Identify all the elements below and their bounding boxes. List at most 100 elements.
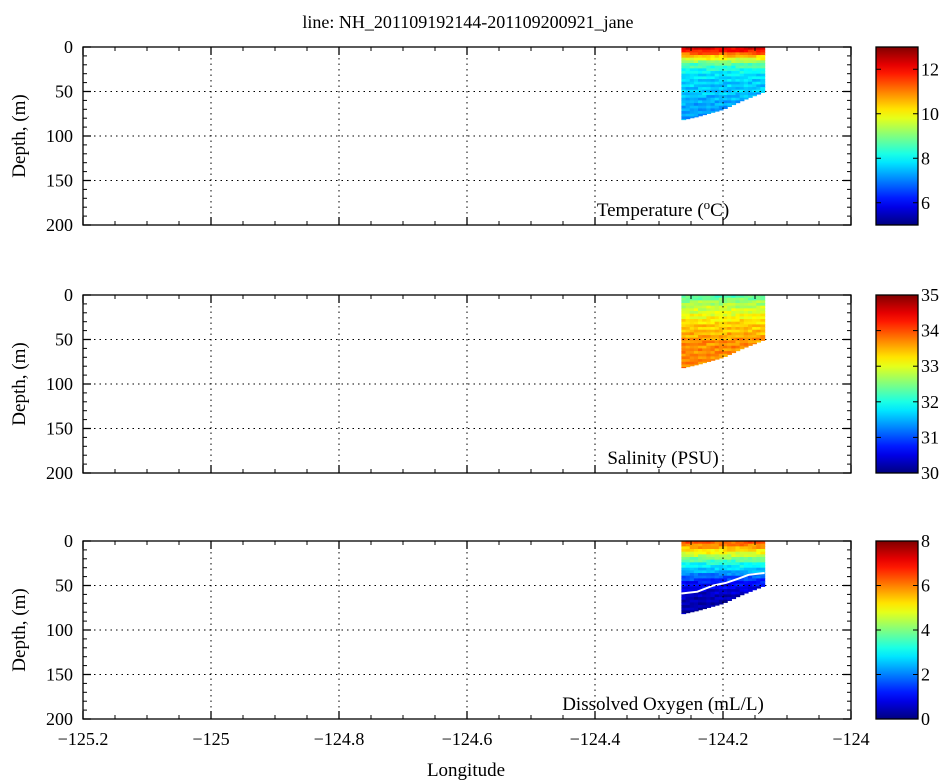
data-cell	[714, 573, 720, 577]
data-cell	[693, 311, 699, 315]
data-cell	[689, 543, 695, 547]
data-cell	[693, 57, 699, 61]
data-cell	[698, 332, 703, 336]
data-cell	[731, 551, 737, 555]
data-cell	[693, 105, 699, 110]
data-cell	[706, 305, 712, 309]
data-cell	[735, 554, 741, 558]
data-cell	[718, 546, 724, 550]
heatmap-salinity	[681, 295, 766, 369]
data-cell	[714, 565, 720, 569]
data-cell	[756, 551, 762, 555]
data-cell	[702, 340, 707, 344]
data-cell	[743, 332, 749, 336]
data-cell	[702, 343, 707, 347]
data-cell	[739, 327, 745, 331]
panel-label: Salinity (PSU)	[607, 448, 718, 469]
data-cell	[752, 313, 757, 317]
data-cell	[685, 95, 691, 99]
data-cell	[689, 316, 695, 320]
data-cell	[685, 599, 691, 604]
data-cell	[731, 573, 737, 577]
label-tail: C)	[710, 200, 729, 221]
data-cell	[731, 546, 737, 550]
data-cell	[731, 71, 737, 75]
data-cell	[718, 76, 724, 80]
data-cell	[760, 89, 766, 93]
data-cell	[706, 343, 712, 347]
data-cell	[760, 47, 766, 51]
data-cell	[752, 567, 757, 571]
data-cell	[685, 343, 691, 347]
data-cell	[731, 583, 737, 587]
data-cell	[739, 321, 745, 325]
data-cell	[681, 353, 687, 358]
colorbar-tick-label: 8	[921, 148, 930, 168]
data-cell	[727, 303, 732, 307]
data-cell	[739, 95, 745, 99]
data-cell	[735, 551, 741, 555]
data-cell	[689, 319, 695, 323]
data-cell	[752, 575, 757, 579]
data-cell	[743, 337, 749, 341]
data-cell	[727, 319, 732, 323]
data-cell	[710, 300, 716, 304]
data-cell	[689, 337, 695, 341]
data-cell	[689, 353, 695, 358]
data-cell	[735, 308, 741, 312]
data-cell	[743, 559, 749, 563]
data-cell	[723, 92, 728, 96]
data-cell	[739, 591, 745, 595]
data-cell	[702, 97, 707, 101]
data-cell	[714, 589, 720, 593]
data-cell	[727, 324, 732, 328]
data-cell	[685, 55, 691, 59]
data-cell	[747, 570, 753, 574]
data-cell	[747, 332, 753, 336]
data-cell	[689, 594, 695, 598]
data-cell	[756, 549, 762, 553]
data-cell	[702, 57, 707, 61]
data-cell	[689, 567, 695, 571]
data-cell	[747, 551, 753, 555]
data-cell	[710, 52, 716, 56]
data-cell	[702, 327, 707, 331]
data-cell	[693, 351, 699, 355]
data-cell	[702, 300, 707, 304]
data-cell	[723, 47, 728, 51]
data-cell	[710, 543, 716, 547]
data-cell	[693, 84, 699, 88]
data-cell	[698, 359, 703, 363]
data-cell	[681, 327, 687, 331]
data-cell	[698, 602, 703, 606]
data-cell	[681, 335, 687, 339]
data-cell	[681, 308, 687, 312]
data-cell	[735, 76, 741, 80]
data-cell	[739, 541, 745, 545]
data-cell	[752, 586, 757, 590]
data-cell	[710, 345, 716, 349]
data-cell	[718, 108, 724, 111]
data-cell	[731, 295, 737, 299]
data-cell	[747, 589, 753, 592]
data-cell	[735, 81, 741, 85]
data-cell	[739, 594, 745, 596]
data-cell	[714, 308, 720, 312]
data-cell	[685, 327, 691, 331]
data-cell	[718, 351, 724, 355]
data-cell	[693, 52, 699, 56]
data-cell	[702, 356, 707, 360]
data-cell	[739, 79, 745, 83]
data-cell	[681, 111, 687, 115]
data-cell	[760, 313, 766, 317]
y-tick-label: 100	[46, 620, 73, 640]
data-cell	[706, 60, 712, 64]
data-cell	[760, 297, 766, 301]
data-cell	[727, 559, 732, 563]
data-cell	[681, 348, 687, 352]
data-cell	[710, 332, 716, 336]
data-cell	[689, 63, 695, 67]
data-cell	[735, 348, 741, 352]
data-cell	[756, 337, 762, 341]
data-cell	[756, 47, 762, 51]
